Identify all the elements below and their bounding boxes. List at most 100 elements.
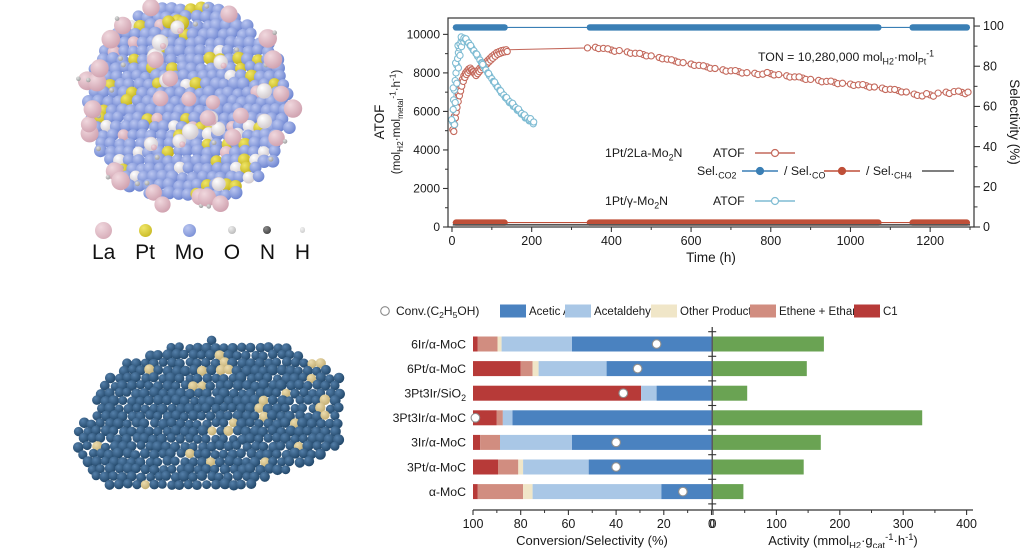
left-tick-label: 4000 [413,143,440,157]
atom-item-pt: Pt [135,220,155,266]
left-tick-label: 0 [433,220,440,234]
conversion-marker [470,412,481,423]
la-atom-swatch [95,221,113,239]
y-axis-title-left-units: (molH2·molmetal-1·h-1) [388,70,405,175]
bar-segment [538,361,607,377]
bar-legend: Conv.(C2H5OH) Acetic Acid Acetaldehyde Othe… [380,304,898,320]
right-x-tick-label: 400 [956,517,977,531]
bar-segment [532,361,539,377]
activity-bar [713,434,821,450]
conversion-activity-chart: Conv.(C2H5OH) Acetic Acid Acetaldehyde Othe… [380,304,977,548]
conv-marker-icon [380,306,390,316]
bar-segment [477,336,498,352]
bar-segment [523,459,589,475]
bar-segment [473,434,481,450]
pt-atom-label: Pt [135,241,155,264]
x-tick-label: 800 [760,234,781,248]
legend-item-label: Acetaldehyde [594,306,664,318]
h-atom-label: H [294,241,310,264]
bar-segment [496,410,503,426]
x-tick-label: 0 [449,234,456,248]
nanoparticle-bottom-spheres [73,335,346,491]
bar-segment [477,484,524,500]
la-atom-label: La [92,241,116,264]
activity-bar [713,459,804,475]
bar-segment [502,410,513,426]
bar-segment [473,336,478,352]
left-x-tick-label: 0 [708,517,715,531]
bar-segment [572,434,712,450]
category-label: 6Ir/α-MoC [411,337,466,351]
right-x-tick-label: 100 [766,517,787,531]
legend-swatch [854,304,880,318]
x-axis-title: Time (h) [686,250,736,265]
legend-swatch [500,304,526,318]
bar-segment [498,459,519,475]
mo-atom-label: Mo [174,241,204,264]
bar-segment [656,385,712,401]
bar-segment [641,385,657,401]
selectivity-band [452,24,508,31]
selectivity-band [586,24,882,31]
n-atom-swatch [263,226,272,234]
legend-sel-ch4: / Sel.CH4 [866,164,912,180]
category-label: 3Pt/α-MoC [407,460,466,474]
bar-segment [572,336,712,352]
bar-segment [512,410,712,426]
atom-item-n: N [260,220,275,266]
x-tick-label: 400 [601,234,622,248]
ton-annotation: TON = 10,280,000 molH2·molPt-1 [758,48,934,66]
right-tick-label: 80 [983,59,997,73]
bar-segment [473,410,497,426]
activity-bar [713,361,807,377]
legend-swatch [750,304,776,318]
atom-item-mo: Mo [175,220,204,266]
right-x-tick-label: 200 [829,517,850,531]
left-x-axis-title: Conversion/Selectivity (%) [516,533,668,548]
right-tick-label: 40 [983,140,997,154]
legend-swatch [565,304,591,318]
nanoparticle-top-image [76,0,303,213]
plot-series [447,24,972,226]
atom-item-h: H [295,220,310,266]
right-x-tick-label: 300 [893,517,914,531]
activity-bar [713,385,748,401]
selectivity-band [909,24,971,31]
activity-bar [713,484,744,500]
right-tick-label: 100 [983,19,1004,33]
bar-segment [473,361,521,377]
bar-segment [473,459,498,475]
atom-item-la: La [92,220,115,266]
bar-segment [500,434,572,450]
conversion-marker [632,363,643,374]
legend-row3-key: ATOF [713,194,745,208]
category-label: 3Pt3Ir/SiO2 [404,387,466,403]
series-1pt-2la-atof [449,43,972,136]
right-x-axis-title: Activity (mmolH2·gcat-1·h-1) [768,531,918,548]
chart-legend: 1Pt/2La-Mo2N ATOF Sel.CO2 / Sel.CO / Sel.CH4… [605,146,954,210]
h-atom-swatch [299,227,306,233]
y-axis-title-right: Selectivity (%) [1007,79,1022,165]
bar-segment [480,434,500,450]
bar-axes: 100 80 60 40 20 00 100 200 300 400Conversion/Sele… [463,327,977,548]
left-tick-label: 10000 [407,27,441,41]
left-x-tick-label: 80 [514,517,528,531]
category-label: 6Pt/α-MoC [407,362,466,376]
legend-sel-co2: Sel.CO2 [697,164,737,180]
bar-segment [518,459,524,475]
bar-segment [588,459,712,475]
stacked-bars: 6Ir/α-MoC 6Pt/α-MoC 3Pt3Ir/SiO2 3Pt3Ir/α-Mo… [393,336,923,500]
legend-item-label: C1 [883,306,898,318]
legend-row1-name: 1Pt/2La-Mo2N [605,146,682,162]
left-x-tick-label: 40 [609,517,623,531]
activity-bar [713,336,824,352]
legend-conv-label: Conv.(C2H5OH) [396,304,479,320]
conversion-marker [618,388,629,399]
category-label: 3Ir/α-MoC [411,436,466,450]
bar-segment [473,385,642,401]
conversion-marker [611,437,621,448]
nanoparticle-bottom-image [73,335,346,491]
left-x-tick-label: 20 [657,517,671,531]
